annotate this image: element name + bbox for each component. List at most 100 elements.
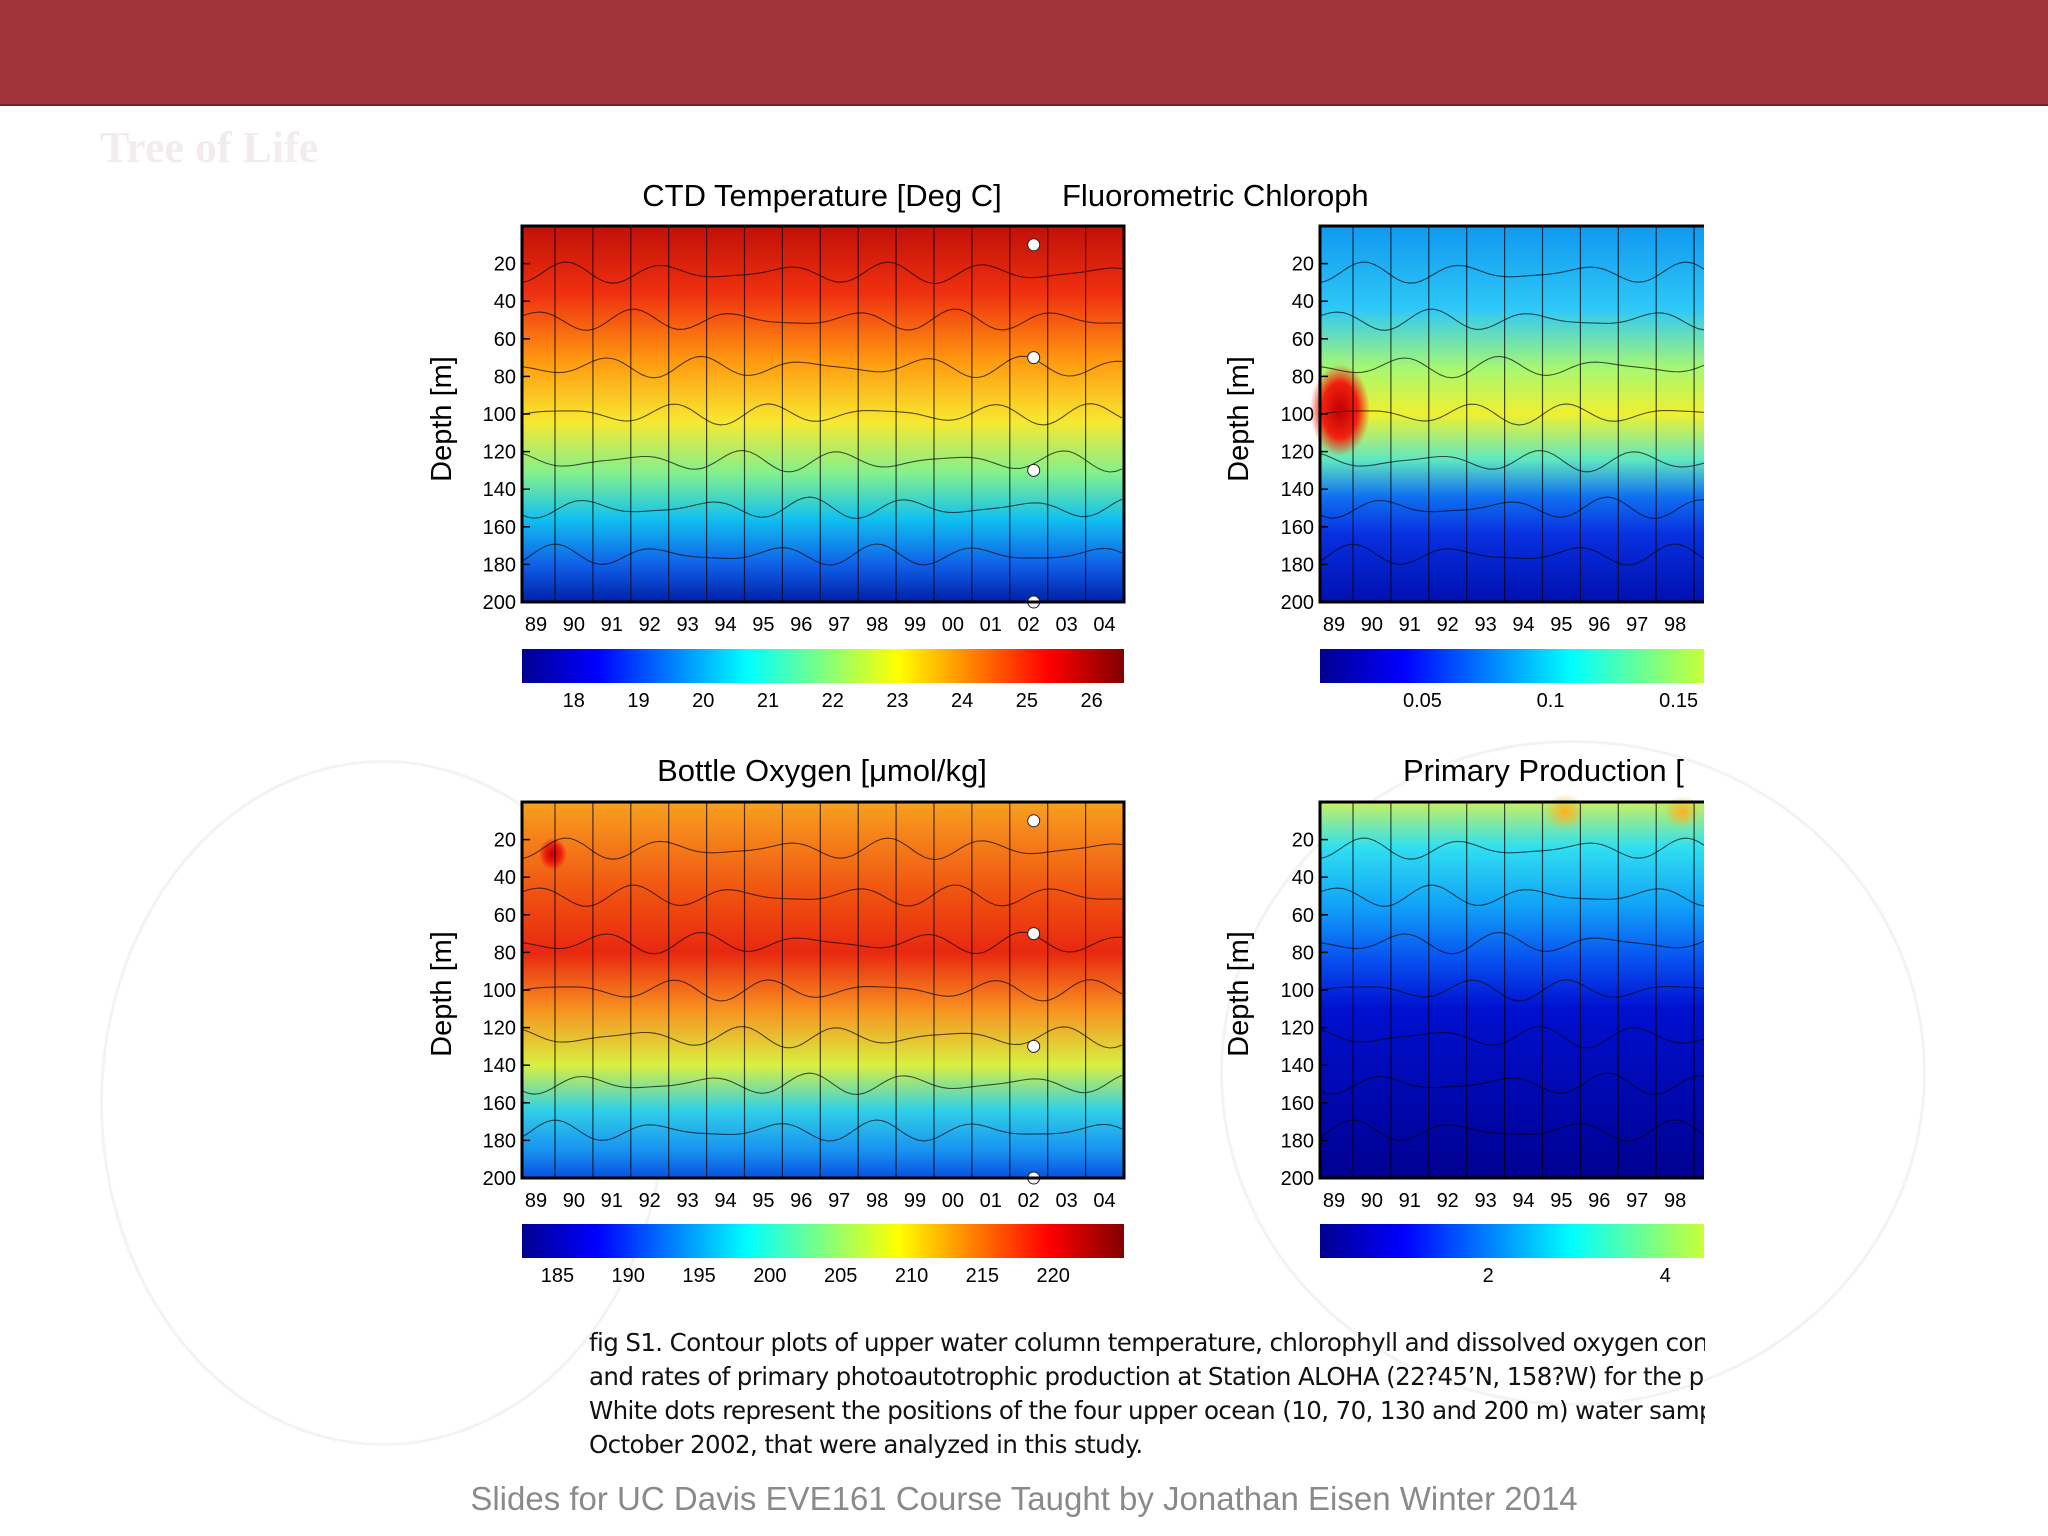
background-title: Tree of Life (100, 123, 319, 172)
colorbar-tick-label: 24 (951, 690, 973, 712)
y-tick-label: 120 (483, 1018, 516, 1040)
x-tick-label: 02 (1018, 614, 1040, 636)
caption-line: fig S1. Contour plots of upper water col… (589, 1328, 1705, 1357)
x-tick-label: 92 (1437, 1190, 1459, 1212)
contour-line (1319, 931, 1704, 955)
y-tick-label: 160 (1281, 1093, 1314, 1115)
colorbar-tick-label: 21 (757, 690, 779, 712)
x-tick-label: 91 (601, 614, 623, 636)
x-tick-label: 92 (1437, 614, 1459, 636)
header-bar (0, 0, 2048, 106)
contour-line (1319, 884, 1704, 907)
panel-title: Fluorometric Chloroph (1062, 178, 1369, 213)
contour-line (1319, 543, 1704, 566)
x-tick-label: 89 (525, 1190, 547, 1212)
sample-dot (1027, 927, 1041, 941)
x-tick-label: 97 (1626, 614, 1648, 636)
x-tick-label: 94 (1512, 1190, 1534, 1212)
production-high-spot (1664, 796, 1700, 828)
caption-line: and rates of primary photoautotrophic pr… (589, 1362, 1704, 1391)
y-tick-label: 180 (483, 1130, 516, 1152)
x-tick-label: 97 (828, 614, 850, 636)
colorbar-tick-label: 195 (682, 1265, 715, 1287)
y-tick-label: 200 (1281, 1168, 1314, 1190)
y-axis-label: Depth [m] (1223, 356, 1255, 482)
contour-line (521, 884, 1123, 907)
plot-frame (520, 800, 1126, 1180)
x-tick-label: 92 (639, 614, 661, 636)
x-tick-labels: 89 90 91 92 93 94 95 96 97 98 99 00 01 02 03 04 (525, 1190, 1116, 1212)
colorbar-tick-label: 4 (1660, 1265, 1671, 1287)
x-tick-label: 99 (904, 614, 926, 636)
y-axis-label: Depth [m] (1223, 931, 1255, 1057)
x-tick-label: 92 (639, 1190, 661, 1212)
y-tick-label: 80 (494, 366, 516, 388)
contour-line (1319, 837, 1704, 860)
contour-lines (1319, 802, 1704, 1178)
contour-line (521, 837, 1123, 861)
x-tick-label: 98 (1664, 614, 1686, 636)
contour-line (1319, 979, 1704, 1002)
contour-line (521, 931, 1123, 955)
caption-line: October 2002, that were analyzed in this… (589, 1430, 1143, 1458)
sample-dot (1027, 463, 1041, 477)
y-tick-label: 100 (483, 980, 516, 1002)
y-tick-label: 80 (494, 942, 516, 964)
contour-line (521, 543, 1123, 566)
colorbar-tick-label: 25 (1016, 690, 1038, 712)
y-tick-label: 140 (1281, 1055, 1314, 1077)
heatmap-field (1320, 802, 1704, 1178)
sample-dots (1027, 238, 1041, 609)
production-high-spot (1545, 794, 1585, 830)
x-tick-label: 95 (752, 614, 774, 636)
x-tick-label: 01 (980, 614, 1002, 636)
x-tick-label: 93 (676, 1190, 698, 1212)
colorbar-tick-label: 2 (1483, 1265, 1494, 1287)
y-tick-label: 40 (1292, 867, 1314, 889)
x-tick-label: 03 (1055, 1190, 1077, 1212)
x-tick-label: 04 (1093, 1190, 1115, 1212)
y-tick-label: 100 (483, 404, 516, 426)
panel-primary-production: Primary Production [ Depth [m] 89 90 91 92 9… (1223, 753, 1704, 1287)
x-tick-label: 90 (563, 1190, 585, 1212)
x-tick-label: 94 (714, 1190, 736, 1212)
x-tick-label: 96 (790, 614, 812, 636)
contour-line (521, 450, 1123, 473)
x-tick-label: 95 (752, 1190, 774, 1212)
y-tick-labels: 20 40 60 80 100 120 140 160 180 200 (1281, 254, 1328, 614)
sample-dot (1027, 351, 1041, 365)
x-tick-labels: 89 90 91 92 93 94 95 96 97 98 99 00 01 02 03 04 (525, 614, 1116, 636)
x-tick-label: 96 (790, 1190, 812, 1212)
contour-line (1319, 308, 1704, 331)
x-tick-label: 93 (676, 614, 698, 636)
x-tick-label: 95 (1550, 614, 1572, 636)
background-decoration (1220, 740, 1926, 1406)
x-tick-label: 02 (1018, 1190, 1040, 1212)
contour-lines (521, 802, 1125, 1178)
colorbar-tick-label: 200 (753, 1265, 786, 1287)
x-tick-label: 89 (1323, 614, 1345, 636)
y-tick-label: 20 (1292, 254, 1314, 276)
colorbar-tick-label: 185 (541, 1265, 574, 1287)
contour-line (1319, 1119, 1704, 1142)
y-axis-label: Depth [m] (426, 931, 458, 1057)
chlorophyll-maximum (1310, 364, 1370, 456)
x-tick-label: 90 (1361, 1190, 1383, 1212)
heatmap-field (522, 226, 1124, 602)
x-tick-label: 91 (1399, 614, 1421, 636)
figure-panel: CTD Temperature [Deg C] Depth [m] 89 90 91… (420, 170, 1704, 1330)
y-tick-label: 60 (494, 329, 516, 351)
x-tick-label: 99 (904, 1190, 926, 1212)
x-tick-label: 93 (1474, 614, 1496, 636)
heatmap-field (522, 802, 1124, 1178)
colorbar-tick-labels: 18 19 20 21 22 23 24 25 26 (563, 690, 1103, 712)
y-tick-label: 40 (1292, 291, 1314, 313)
x-tick-label: 96 (1588, 614, 1610, 636)
colorbar-tick-label: 0.15 (1659, 690, 1698, 712)
y-tick-label: 60 (1292, 329, 1314, 351)
panel-temperature: CTD Temperature [Deg C] Depth [m] 89 90 91… (426, 178, 1126, 712)
panel-title: Primary Production [ (1403, 753, 1684, 788)
colorbar-tick-label: 26 (1081, 690, 1103, 712)
y-tick-label: 200 (483, 592, 516, 614)
x-tick-label: 98 (866, 614, 888, 636)
